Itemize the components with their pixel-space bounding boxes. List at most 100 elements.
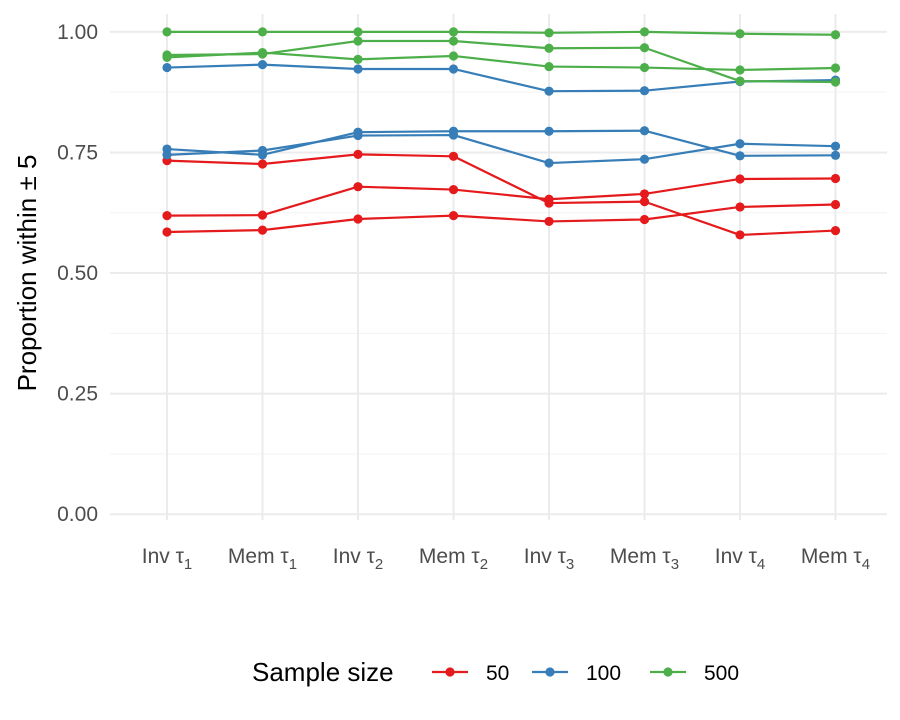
data-point [830,141,841,151]
data-point [735,174,745,184]
data-point [448,36,459,46]
series-line [166,51,836,72]
data-point [735,230,745,240]
data-point [735,151,745,161]
series-line [166,133,836,165]
data-point [353,130,363,141]
data-point [162,227,172,237]
data-point [639,43,650,53]
data-point [257,210,268,220]
legend-title: Sample size [252,657,394,687]
y-tick-label: 0.75 [57,141,98,164]
data-point [544,158,554,168]
data-point [162,150,172,160]
data-point [544,194,554,204]
data-point [735,202,745,212]
series-line [166,203,836,234]
series-line [167,30,836,36]
grid-lines [110,14,887,520]
data-point [162,52,172,63]
x-tick-label: Mem τ4 [801,545,870,573]
x-axis-ticks: Inv τ1 Mem τ1 Inv τ2 Mem τ2 Inv τ3 Mem τ3 Inv … [142,545,870,573]
data-point [830,30,841,40]
data-point [544,43,554,53]
data-point [639,86,650,96]
data-point [639,126,650,136]
data-point [162,62,172,73]
data-point [257,60,268,70]
y-tick-label: 1.00 [57,21,98,44]
data-point [257,159,268,169]
data-point [830,199,841,210]
data-point [257,225,268,235]
data-point [544,126,554,136]
data-point [639,214,650,225]
data-point [735,29,745,39]
x-tick-label: Inv τ1 [142,545,193,573]
y-axis-title: Proportion within ± 5 [12,155,42,392]
legend-entry-100: 100 [532,662,621,685]
legend-entry-500: 500 [650,662,739,685]
x-tick-label: Inv τ3 [524,545,575,573]
data-point [544,86,554,96]
data-point [830,77,841,87]
series-50-2 [162,199,841,237]
legend-label: 50 [486,662,509,685]
data-point [448,151,459,161]
series-100-5 [162,130,841,168]
series-50-1 [162,173,841,221]
data-point [448,64,459,74]
data-point [257,27,268,37]
data-point [544,61,554,72]
series-50-0 [162,149,841,240]
series-500-8 [162,47,841,75]
series-line [166,129,836,157]
legend-label: 500 [704,662,739,685]
series-500-6 [162,27,841,40]
series-line [166,39,836,84]
data-point [353,36,363,46]
data-point [353,214,363,224]
data-point [639,62,650,73]
series-line [166,63,836,93]
data-point [353,27,363,37]
legend-key-point [663,667,673,677]
y-axis-ticks: 0.00 0.25 0.50 0.75 1.00 [57,21,98,526]
legend-key-point [445,667,455,677]
x-tick-label: Mem τ1 [228,545,297,573]
legend-entries: 50 100 500 [432,662,739,685]
data-point [448,130,459,140]
data-point [544,28,554,38]
legend-label: 100 [586,662,621,685]
data-point [448,211,459,221]
x-tick-label: Inv τ4 [715,545,766,573]
x-tick-label: Mem τ3 [610,545,679,573]
data-point [639,27,650,37]
data-point [162,27,172,37]
data-point [735,139,745,149]
data-point [639,197,650,207]
data-point [830,63,841,73]
legend: Sample size 50 100 500 [252,657,739,687]
y-tick-label: 0.50 [57,262,98,285]
y-tick-label: 0.00 [57,503,98,526]
x-tick-label: Mem τ2 [419,545,488,573]
data-point [448,184,459,195]
data-point [353,149,363,159]
data-point [639,154,650,164]
data-point [830,225,841,236]
data-point [257,145,268,156]
data-point [544,216,554,227]
data-point [448,27,459,37]
data-point [162,211,172,221]
data-point [353,182,363,192]
data-point [735,65,745,75]
data-point [448,51,459,61]
data-point [353,64,363,74]
legend-entry-50: 50 [432,662,509,685]
data-point [639,189,650,199]
data-point [353,54,363,64]
data-point [830,173,841,184]
data-point [735,76,745,86]
